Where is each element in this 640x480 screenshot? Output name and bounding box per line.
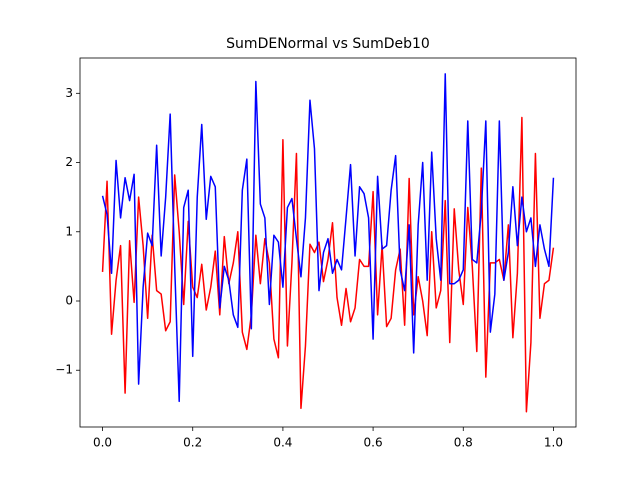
x-tick-label: 0.2 — [183, 436, 202, 450]
x-tick-label: 0.8 — [454, 436, 473, 450]
x-tick-label: 0.6 — [364, 436, 383, 450]
chart-title: SumDENormal vs SumDeb10 — [226, 36, 430, 52]
y-tick-label: 1 — [65, 224, 73, 238]
x-tick-label: 0.4 — [273, 436, 292, 450]
x-tick-label: 0.0 — [93, 436, 112, 450]
y-tick-label: 2 — [65, 155, 73, 169]
series-line — [101, 116, 555, 413]
y-tick-label: 0 — [65, 294, 73, 308]
y-tick-label: −1 — [55, 363, 73, 377]
x-tick-label: 1.0 — [544, 436, 563, 450]
y-tick-label: 3 — [65, 86, 73, 100]
axes-frame — [79, 57, 577, 428]
series-line — [101, 73, 555, 403]
